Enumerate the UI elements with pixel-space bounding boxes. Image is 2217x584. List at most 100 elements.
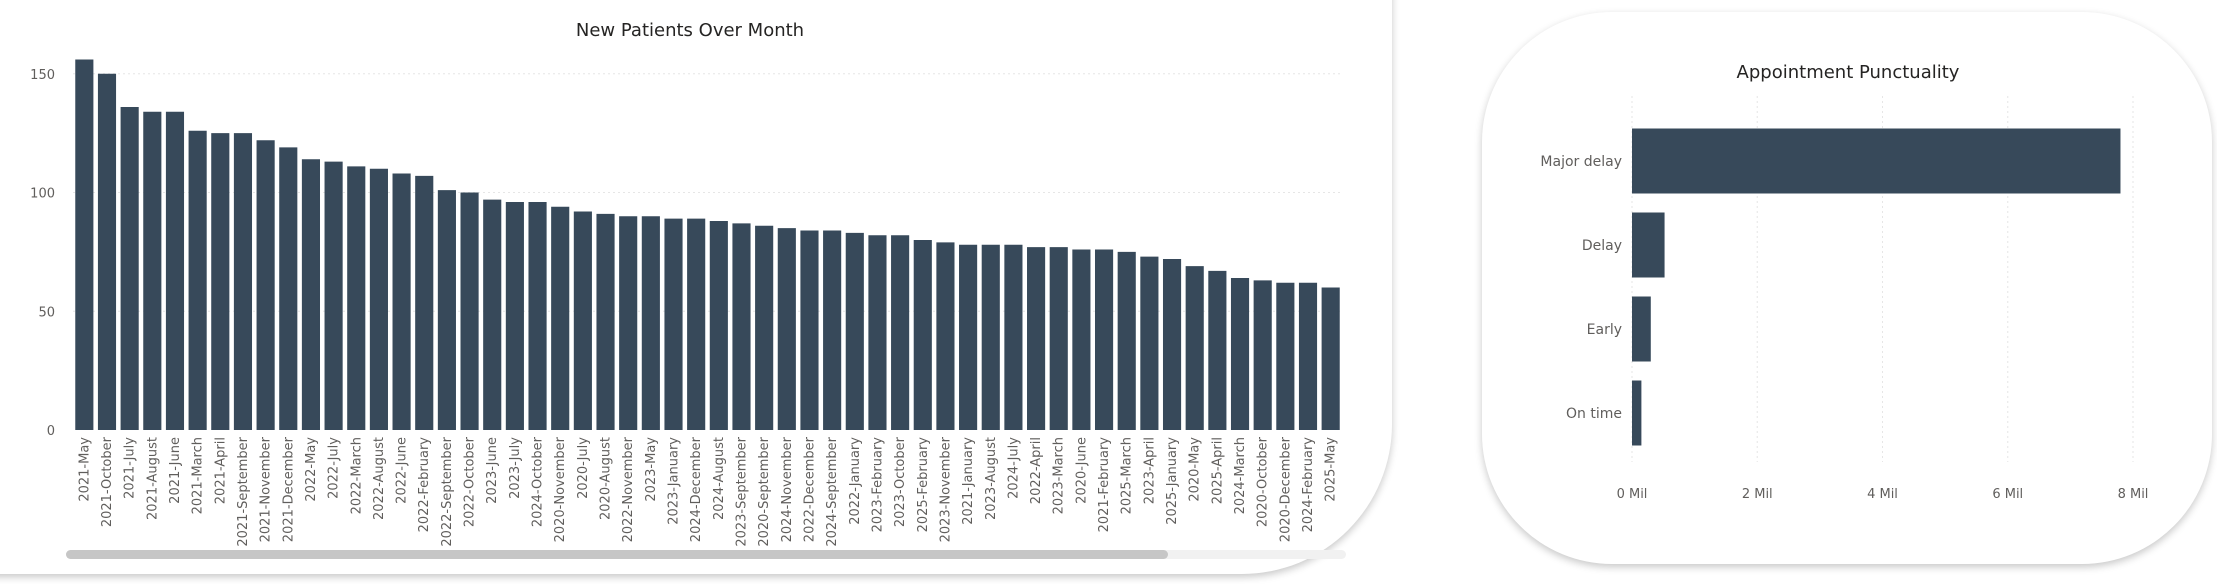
bar-early[interactable] (1632, 296, 1651, 362)
new-patients-chart: New Patients Over Month 0 50 100 150 2021-M… (30, 20, 1346, 559)
bar-2021-November[interactable] (256, 140, 275, 430)
x-tick-label: 2024-September (825, 436, 840, 546)
bar-2022-June[interactable] (392, 173, 411, 431)
x-tick-label: 2023-August (984, 437, 999, 520)
punctuality-card (1482, 12, 2212, 564)
bar-2024-August[interactable] (709, 221, 728, 430)
bar-2021-August[interactable] (143, 111, 162, 430)
bar-2022-September[interactable] (437, 190, 456, 430)
x-tick-label: 2023-November (938, 436, 953, 542)
x-tick-label: 8 Mil (2118, 487, 2149, 502)
bar-2025-March[interactable] (1117, 251, 1136, 430)
bar-2024-July[interactable] (1004, 244, 1023, 430)
bar-2020-June[interactable] (1072, 249, 1091, 431)
bar-2025-April[interactable] (1208, 270, 1227, 430)
bar-2022-December[interactable] (800, 230, 819, 431)
bar-2023-May[interactable] (641, 216, 660, 430)
bar-2023-February[interactable] (868, 235, 887, 430)
bar-2022-May[interactable] (301, 159, 321, 430)
x-tick-label: 2021-March (191, 437, 206, 514)
x-tick-label: 2022-June (395, 437, 410, 504)
x-tick-label: 2022-September (440, 436, 455, 546)
bar-2024-March[interactable] (1230, 278, 1250, 430)
x-tick-label: 6 Mil (1992, 487, 2023, 502)
horizontal-scrollbar-thumb[interactable] (66, 550, 1168, 559)
bar-2022-November[interactable] (619, 216, 638, 430)
x-tick-label: 2024-August (712, 437, 727, 520)
bar-2025-May[interactable] (1321, 287, 1340, 431)
x-tick-label: 2021-December (281, 436, 296, 542)
x-tick-label: 2021-February (1097, 437, 1112, 533)
bar-2020-September[interactable] (755, 225, 774, 430)
bar-2024-November[interactable] (777, 228, 796, 430)
x-tick-label: 2021-June (168, 437, 183, 504)
bar-2021-January[interactable] (959, 244, 978, 430)
bar-2024-February[interactable] (1298, 282, 1318, 430)
x-tick-label: 2025-February (916, 437, 931, 533)
x-tick-label: 2024-March (1233, 437, 1248, 514)
bar-delay[interactable] (1632, 212, 1665, 278)
y-category-label: Delay (1582, 238, 1622, 254)
bar-2022-March[interactable] (347, 166, 366, 430)
bar-2024-October[interactable] (528, 202, 547, 430)
x-tick-label: 2020-October (1256, 436, 1271, 527)
bar-2024-September[interactable] (823, 230, 842, 431)
x-tick-label: 2024-November (780, 436, 795, 542)
x-tick-label: 2023-June (485, 437, 500, 504)
bar-2023-August[interactable] (981, 244, 1000, 430)
bar-2023-November[interactable] (936, 242, 955, 430)
x-tick-label: 2021-November (259, 436, 274, 542)
bar-2021-March[interactable] (188, 130, 207, 430)
bar-2021-July[interactable] (120, 107, 139, 430)
bar-2025-February[interactable] (913, 240, 932, 430)
x-tick-label: 2022-April (1029, 437, 1044, 504)
x-tick-label: 2025-May (1324, 437, 1339, 502)
x-tick-label: 2021-September (236, 436, 251, 546)
bar-2020-December[interactable] (1276, 282, 1295, 430)
bar-2022-August[interactable] (369, 168, 388, 430)
x-tick-label: 2025-April (1210, 437, 1225, 504)
bar-2022-April[interactable] (1027, 247, 1046, 430)
bar-2021-May[interactable] (75, 59, 94, 431)
bar-2020-October[interactable] (1253, 280, 1272, 430)
bar-2021-February[interactable] (1094, 249, 1114, 431)
bar-2024-December[interactable] (687, 218, 706, 430)
x-tick-label: 2024-February (1301, 437, 1316, 533)
bar-2023-July[interactable] (505, 202, 524, 430)
bar-major-delay[interactable] (1632, 128, 2121, 194)
x-tick-label: 2025-March (1120, 437, 1135, 514)
bar-2022-October[interactable] (460, 192, 479, 431)
bar-2023-June[interactable] (483, 199, 502, 430)
bar-on-time[interactable] (1632, 380, 1642, 446)
x-tick-label: 2021-July (123, 437, 138, 499)
bar-2022-July[interactable] (324, 161, 343, 430)
bar-2020-May[interactable] (1185, 266, 1204, 430)
x-tick-label: 2021-October (100, 436, 115, 527)
bar-2022-February[interactable] (415, 175, 434, 430)
bar-2023-April[interactable] (1140, 256, 1159, 430)
bar-2023-October[interactable] (891, 235, 910, 430)
x-tick-label: 2023-September (734, 436, 749, 546)
bar-2023-January[interactable] (664, 218, 683, 430)
bar-2022-January[interactable] (845, 232, 864, 430)
bar-2023-March[interactable] (1049, 247, 1068, 430)
x-tick-label: 2024-December (689, 436, 704, 542)
x-tick-label: 2023-February (870, 437, 885, 533)
bar-2023-September[interactable] (732, 223, 751, 430)
bar-2021-June[interactable] (165, 111, 185, 430)
x-tick-label: 0 Mil (1617, 487, 1648, 502)
bar-2025-January[interactable] (1162, 259, 1182, 430)
x-tick-label: 2022-December (802, 436, 817, 542)
bar-2020-November[interactable] (551, 206, 570, 430)
bar-2021-October[interactable] (97, 73, 117, 430)
x-tick-label: 2023-May (644, 437, 659, 502)
bar-2020-July[interactable] (573, 211, 592, 431)
bar-2021-September[interactable] (233, 133, 253, 430)
x-tick-label: 2020-May (1188, 437, 1203, 502)
x-tick-label: 2022-October (463, 436, 478, 527)
x-tick-label: 2023-January (667, 437, 682, 525)
bar-2021-December[interactable] (279, 147, 298, 430)
bar-2020-August[interactable] (596, 213, 615, 430)
bar-2021-April[interactable] (211, 133, 230, 430)
